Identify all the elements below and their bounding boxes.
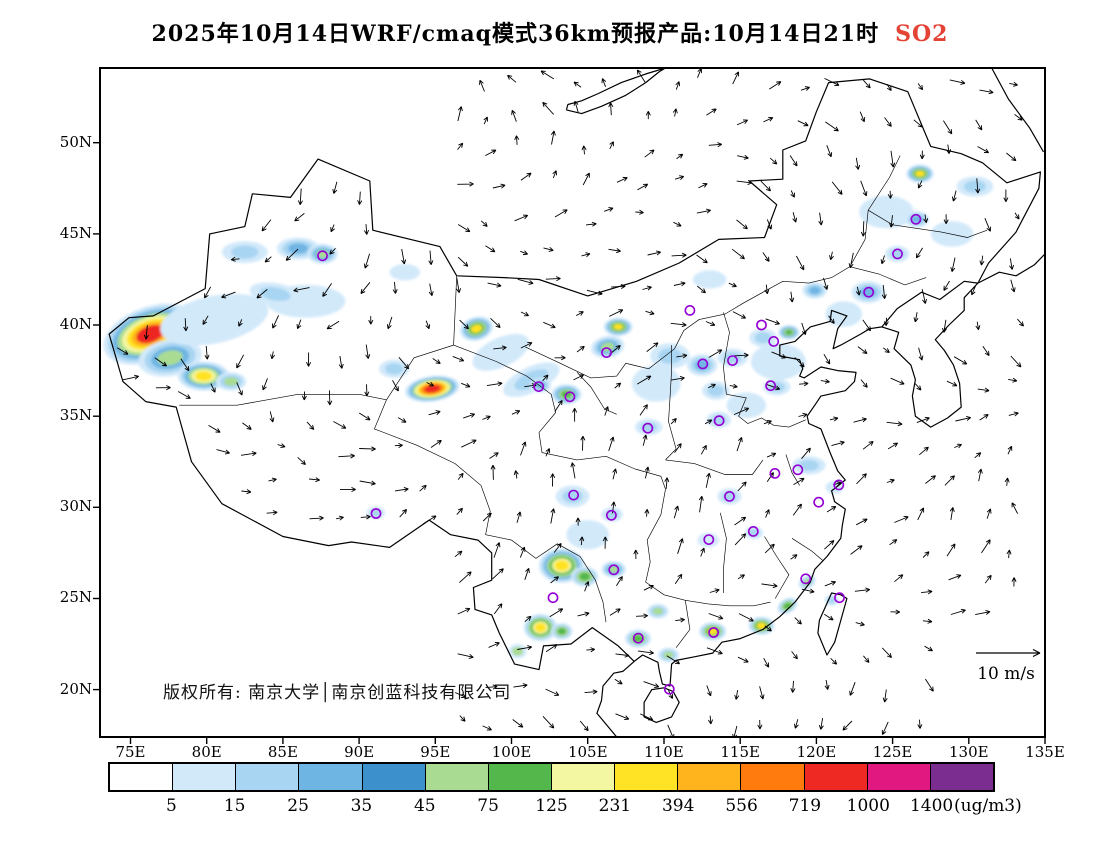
lon-axis-label: 120E [796, 743, 837, 761]
wind-scale-arrow [976, 648, 1041, 658]
city-marker [813, 496, 825, 508]
colorbar-tick-label: 15 [223, 796, 246, 816]
lon-axis-label: 95E [420, 743, 451, 761]
city-marker [747, 525, 759, 537]
lon-axis-label: 75E [115, 743, 146, 761]
colorbar-tick-label: 125 [535, 796, 568, 816]
wind-scale-backdrop [952, 628, 1044, 688]
colorbar-labels: (ug/m3) 5 15 25 35 45 75 125 231 394 556 719 1000 14… [108, 796, 1088, 818]
colorbar-cell [299, 764, 363, 790]
lon-axis-label: 135E [1025, 743, 1065, 761]
colorbar-tick-label: 35 [350, 796, 373, 816]
lon-axis-label: 80E [191, 743, 222, 761]
city-marker [564, 391, 576, 403]
city-marker [663, 683, 675, 695]
so2-concentration-layer [103, 164, 994, 663]
colorbar-cell [236, 764, 300, 790]
lat-axis-label: 40N [59, 315, 92, 334]
colorbar-tick-label: 45 [413, 796, 436, 816]
lon-axis-label: 105E [567, 743, 608, 761]
city-marker [910, 213, 922, 225]
colorbar-cell [804, 764, 868, 790]
wind-scale-label: 10 m/s [977, 664, 1035, 684]
lat-axis-label: 35N [59, 406, 92, 425]
city-marker [533, 381, 545, 392]
city-marker [608, 564, 620, 576]
city-marker [863, 286, 875, 298]
city-marker [370, 508, 382, 519]
china-so2-forecast-map: 10 m/s [93, 67, 1046, 744]
map-plot-area: 10 m/s [93, 67, 1046, 744]
colorbar-cell [930, 764, 993, 790]
lon-axis-label: 125E [872, 743, 913, 761]
colorbar-cell [173, 764, 237, 790]
city-marker [317, 250, 328, 262]
city-marker [708, 627, 719, 638]
colorbar-tick-label: 1400 [909, 796, 954, 816]
lon-axis-label: 85E [267, 743, 298, 761]
city-marker [713, 415, 725, 427]
colorbar-tick-label: 719 [788, 796, 822, 816]
pollutant-label: SO2 [895, 21, 949, 47]
axis-ticks [93, 141, 1046, 744]
chart-title: 2025年10月14日WRF/cmaq模式36km预报产品:10月14日21时 S… [0, 16, 1100, 48]
city-marker [833, 479, 845, 491]
city-marker [568, 489, 579, 501]
lat-axis-label: 30N [59, 497, 92, 516]
lat-axis-label: 45N [59, 223, 92, 242]
colorbar-cell [867, 764, 931, 790]
colorbar-tick-label: 25 [287, 796, 309, 816]
chart-title-text: 2025年10月14日WRF/cmaq模式36km预报产品:10月14日21时 [151, 21, 880, 47]
lon-axis-label: 110E [644, 743, 684, 761]
city-marker [765, 380, 776, 392]
city-marker [547, 592, 559, 604]
city-marker [768, 335, 780, 347]
lat-axis-label: 50N [59, 132, 92, 151]
city-marker [792, 464, 804, 476]
colorbar-cell [362, 764, 426, 790]
city-marker [724, 490, 735, 502]
colorbar-tick-label: 5 [165, 796, 177, 816]
wind-vector-layer [116, 68, 1024, 737]
colorbar-cell [551, 764, 616, 790]
lon-axis-label: 100E [491, 743, 532, 761]
lon-axis-label: 115E [720, 743, 760, 761]
colorbar-cell [488, 764, 552, 790]
colorbar-cell [741, 764, 805, 790]
copyright-text: 版权所有: 南京大学│南京创蓝科技有限公司 [163, 683, 512, 703]
lon-axis-label: 90E [344, 743, 375, 761]
city-marker [756, 319, 767, 331]
city-marker [703, 534, 715, 545]
map-frame [99, 67, 1046, 738]
city-marker [769, 467, 781, 479]
colorbar-tick-label: 1000 [846, 796, 890, 816]
city-marker [601, 347, 612, 358]
colorbar-unit: (ug/m3) [954, 796, 1022, 816]
city-marker [727, 355, 738, 366]
colorbar-tick-label: 231 [598, 796, 632, 816]
colorbar-cell [425, 764, 489, 790]
city-marker [684, 304, 696, 316]
colorbar-cell [110, 764, 174, 790]
city-marker [892, 248, 903, 260]
city-marker [800, 573, 812, 585]
colorbar-tick-label: 75 [477, 796, 499, 816]
colorbar-tick-label: 394 [661, 796, 695, 816]
province-border-layer [179, 155, 988, 648]
colorbar [108, 762, 995, 792]
city-marker [642, 422, 654, 434]
city-marker [834, 592, 845, 604]
lat-axis-label: 25N [59, 588, 92, 607]
city-marker [632, 632, 644, 644]
colorbar-cell [615, 764, 679, 790]
colorbar-tick-label: 556 [725, 796, 758, 816]
wind-scale-reference: 10 m/s [952, 628, 1044, 688]
city-marker [605, 509, 617, 521]
coastline-national-border-layer [108, 68, 1045, 737]
colorbar-cell [678, 764, 742, 790]
city-marker-layer [317, 213, 922, 695]
city-marker [697, 358, 709, 370]
lon-axis-label: 130E [948, 743, 989, 761]
lat-axis-label: 20N [59, 679, 92, 698]
